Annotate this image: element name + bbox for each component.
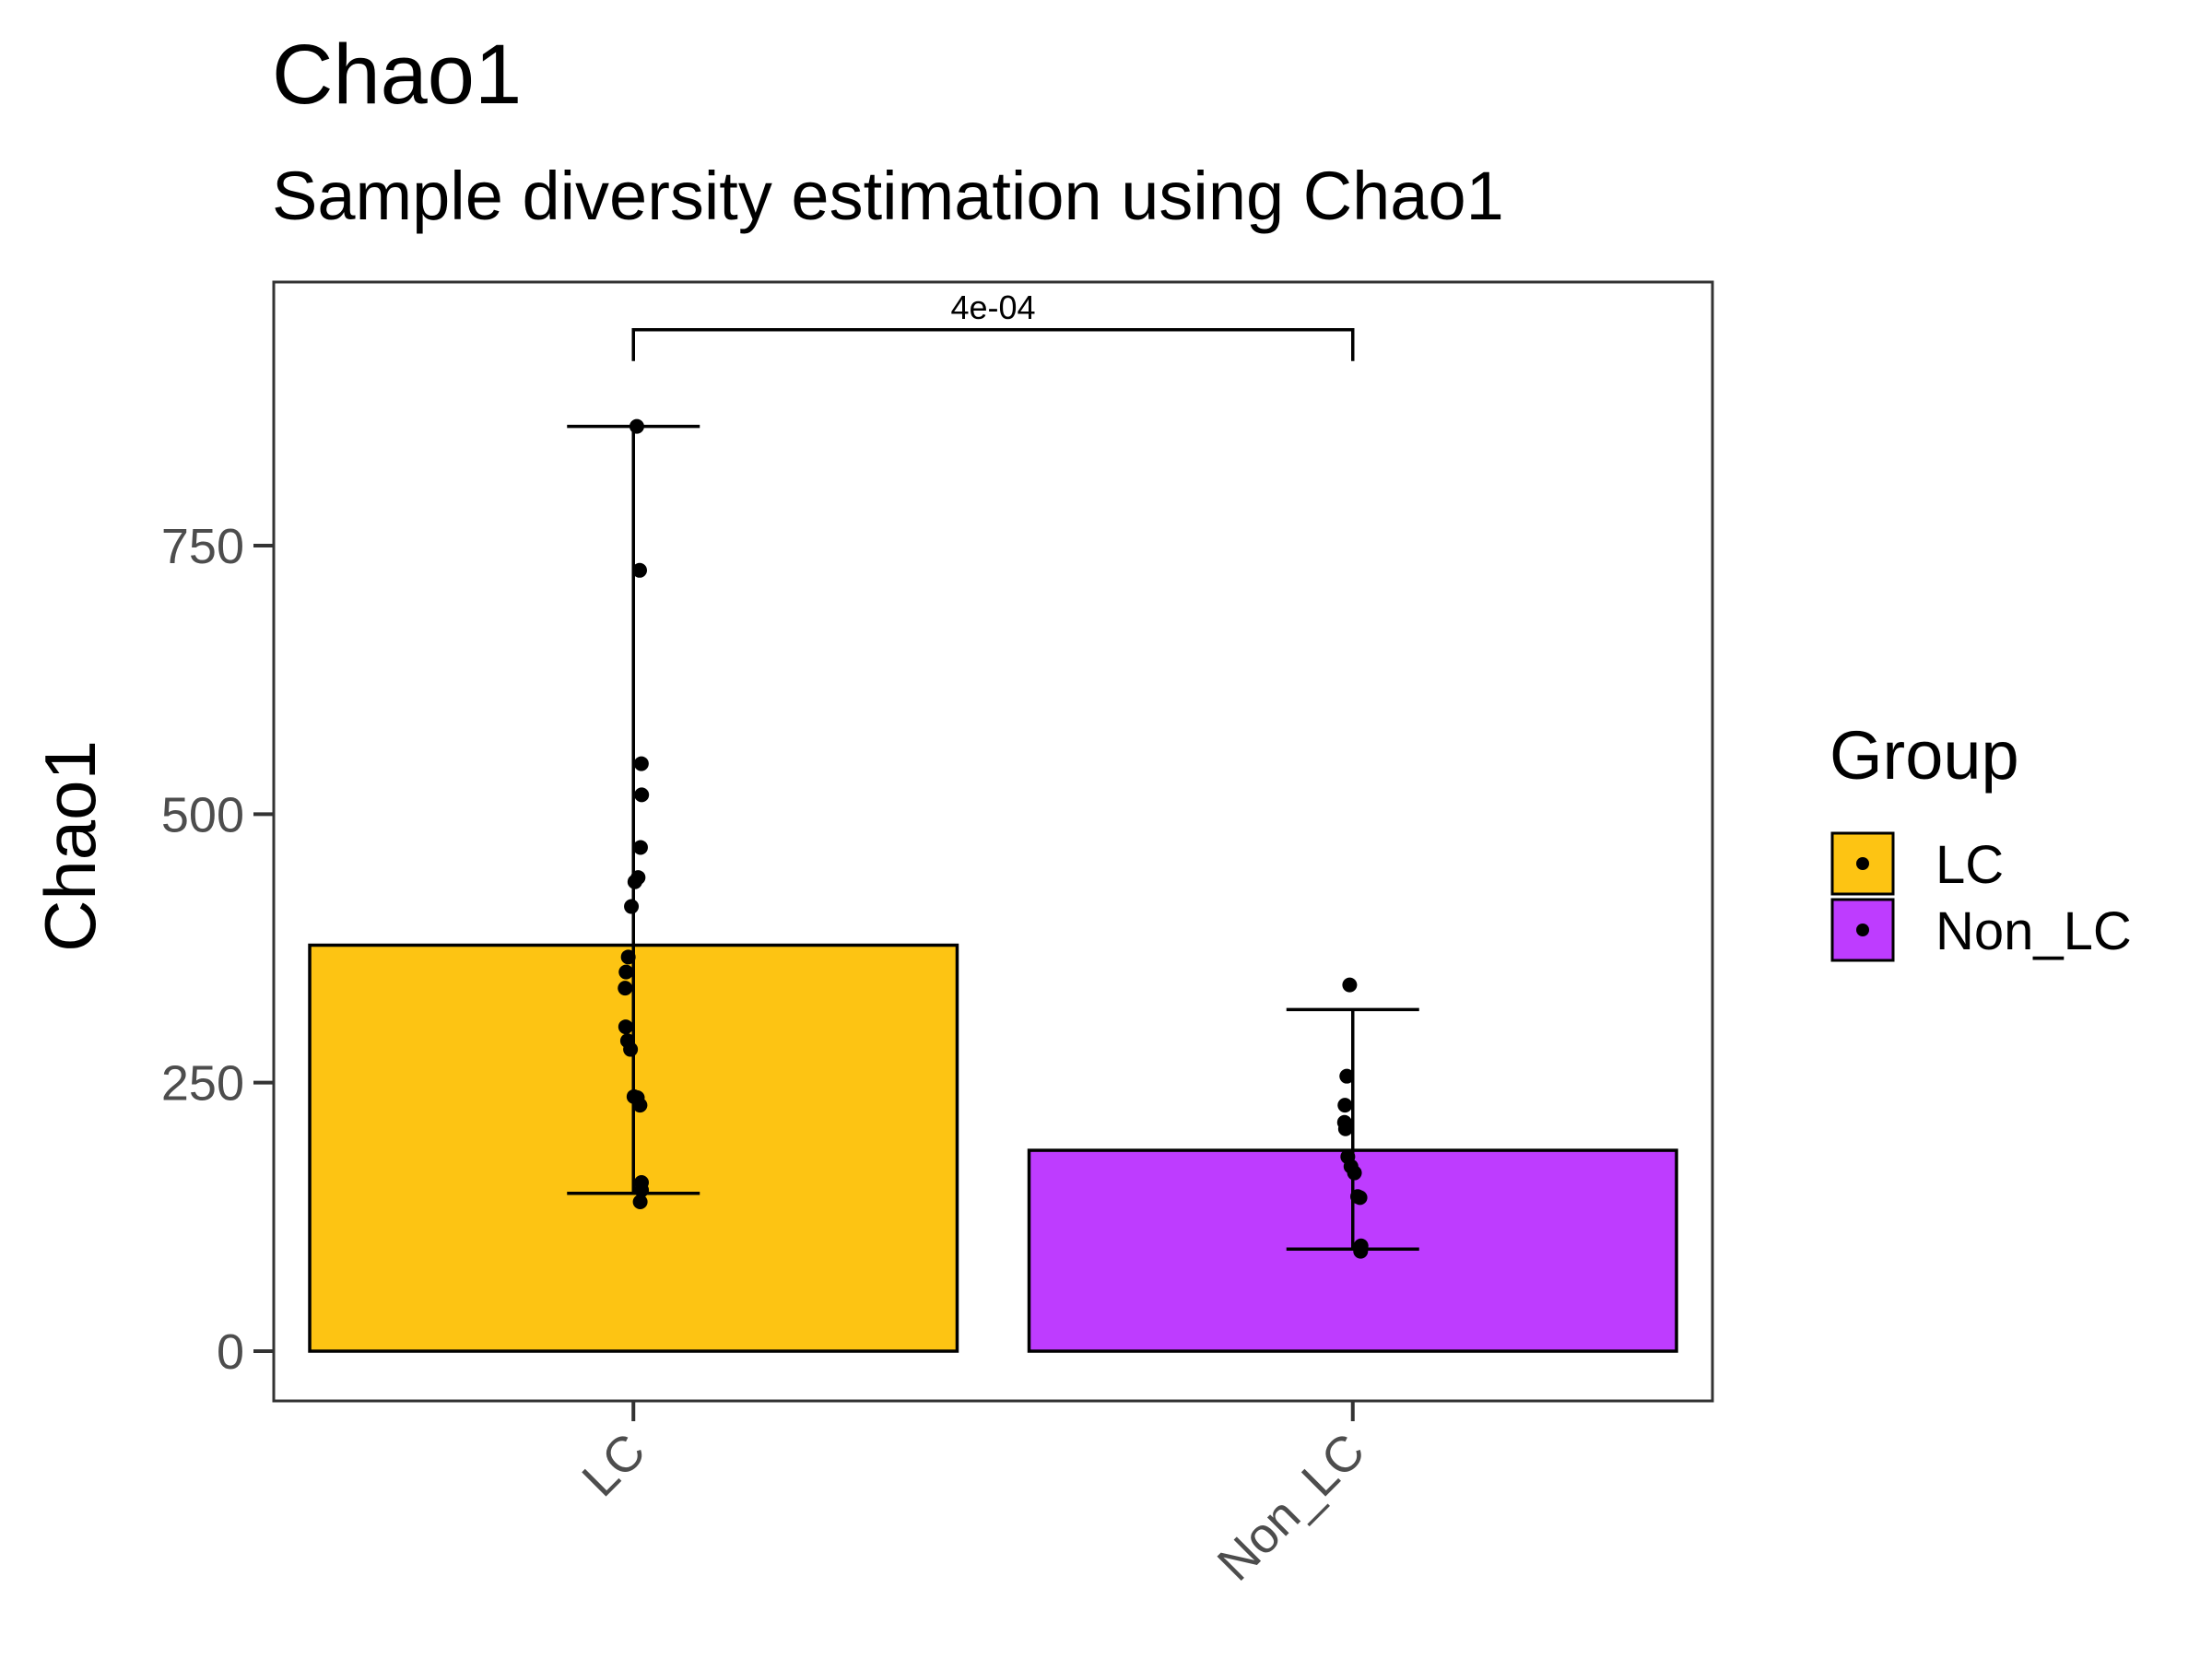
data-point xyxy=(629,418,644,434)
legend-key xyxy=(1830,831,1895,896)
data-point xyxy=(633,756,649,771)
legend-key-point xyxy=(1856,924,1869,936)
data-point xyxy=(634,1182,650,1198)
data-point xyxy=(618,1019,633,1035)
data-point xyxy=(1337,1121,1353,1136)
data-point xyxy=(1339,1068,1355,1084)
data-point xyxy=(1347,1165,1362,1181)
data-point xyxy=(618,981,633,996)
data-point xyxy=(623,1041,639,1057)
data-point xyxy=(620,949,636,965)
y-tick-label: 500 xyxy=(161,787,244,842)
x-tick-label: Non_LC xyxy=(1207,1423,1376,1592)
legend-label: Non_LC xyxy=(1936,901,2132,961)
legend-title: Group xyxy=(1830,717,2019,794)
plot-area: 0 250 500 750 LC Non_LC 4e-04 xyxy=(161,280,1714,1592)
y-tick-label: 250 xyxy=(161,1056,244,1112)
chart-title: Chao1 xyxy=(272,28,522,122)
data-point xyxy=(618,964,634,980)
data-point xyxy=(1352,1190,1368,1206)
y-tick-label: 0 xyxy=(217,1324,244,1380)
legend-item-non-lc: Non_LC xyxy=(1830,898,2132,962)
y-tick-label: 750 xyxy=(161,519,244,574)
significance-label: 4e-04 xyxy=(950,288,1035,326)
data-point xyxy=(1337,1098,1353,1113)
significance-bracket: 4e-04 xyxy=(631,288,1355,361)
data-point xyxy=(632,1194,648,1210)
legend-item-lc: LC xyxy=(1830,831,2004,896)
significance-line xyxy=(631,328,1355,361)
legend-key xyxy=(1830,898,1895,962)
data-point xyxy=(624,899,640,914)
data-point xyxy=(632,840,648,855)
chart-subtitle: Sample diversity estimation using Chao1 xyxy=(272,158,1504,234)
data-point xyxy=(1342,977,1358,993)
data-point xyxy=(632,1098,648,1113)
y-axis-label: Chao1 xyxy=(29,740,111,952)
data-point xyxy=(1353,1243,1369,1259)
legend-label: LC xyxy=(1936,835,2004,895)
legend-key-point xyxy=(1856,857,1869,870)
x-tick-label: LC xyxy=(571,1423,655,1507)
data-point xyxy=(634,787,650,803)
data-point xyxy=(627,874,642,889)
data-point xyxy=(631,562,647,578)
